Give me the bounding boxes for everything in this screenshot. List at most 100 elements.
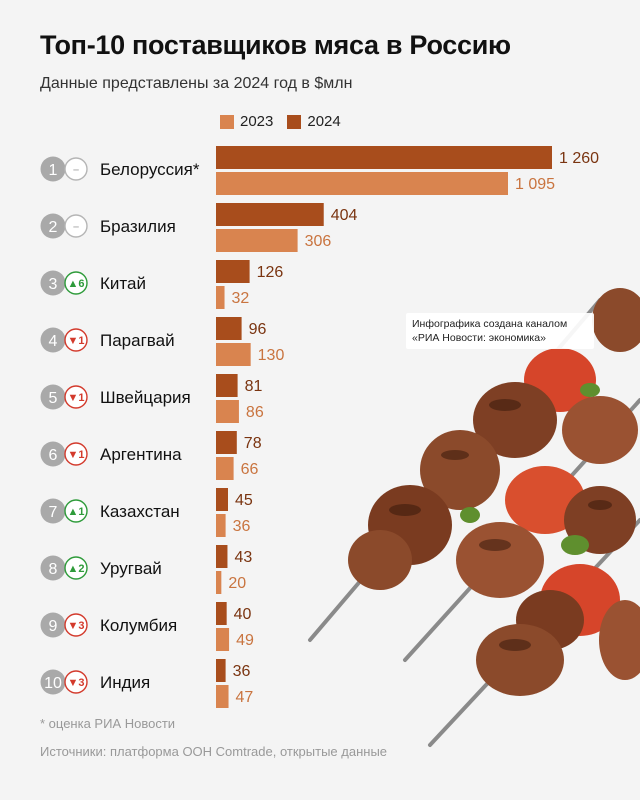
bar-2023 [216,685,229,708]
rank-change-label: – [73,221,79,233]
country-label: Аргентина [100,445,182,464]
value-label-2024: 40 [234,606,252,623]
rank-number: 9 [49,618,58,635]
bar-2024 [216,374,238,397]
country-label: Белоруссия* [100,160,200,179]
page-title: Топ-10 поставщиков мяса в Россию [40,30,511,60]
legend: 2023 2024 [220,113,341,130]
legend-label-2023: 2023 [240,113,274,130]
value-label-2023: 86 [246,404,264,421]
country-label: Уругвай [100,559,162,578]
bar-2023 [216,229,298,252]
legend-item-2024: 2024 [287,113,341,130]
value-label-2024: 36 [233,663,251,680]
bar-2023 [216,400,239,423]
rank-change-label: ▼1 [67,392,84,404]
rank-circle [40,327,66,353]
value-label-2023: 20 [228,575,246,592]
value-label-2023: 1 095 [515,176,555,193]
rank-change-label: ▼3 [67,620,84,632]
country-label: Бразилия [100,217,176,236]
bar-2023 [216,514,226,537]
rank-change-label: ▲6 [67,278,84,290]
bar-2023 [216,172,508,195]
value-label-2024: 81 [245,378,263,395]
value-label-2023: 47 [236,689,254,706]
country-label: Колумбия [100,616,177,635]
rank-circle [40,441,66,467]
value-label-2023: 49 [236,632,254,649]
value-label-2024: 45 [235,492,253,509]
value-label-2024: 96 [249,321,267,338]
page-subtitle: Данные представлены за 2024 год в $млн [40,75,353,92]
bar-2024 [216,260,250,283]
rank-number: 2 [49,219,58,236]
rank-number: 8 [49,561,58,578]
bar-2024 [216,488,228,511]
rank-change-circle [64,157,88,181]
rank-number: 4 [49,333,58,350]
legend-swatch-2023 [220,114,234,129]
value-label-2024: 404 [331,207,358,224]
bar-2024 [216,146,552,169]
rank-change-circle [64,613,88,637]
rank-circle [40,555,66,581]
rank-circle [40,270,66,296]
bar-2024 [216,203,324,226]
country-label: Парагвай [100,331,175,350]
value-label-2023: 32 [232,290,250,307]
rank-change-label: ▲2 [67,563,84,575]
value-label-2024: 43 [234,549,252,566]
footnote: * оценка РИА Новости [40,716,176,731]
value-label-2024: 1 260 [559,150,599,167]
bar-2024 [216,431,237,454]
rank-circle [40,156,66,182]
country-label: Казахстан [100,502,180,521]
rank-change-label: ▲1 [67,506,84,518]
value-label-2023: 130 [258,347,285,364]
channel-note: Инфографика создана каналом «РИА Новости… [406,313,594,349]
rank-change-circle [64,328,88,352]
value-label-2024: 126 [257,264,284,281]
rank-circle [40,612,66,638]
bar-2023 [216,571,222,594]
rank-number: 5 [49,390,58,407]
rank-number: 6 [49,447,58,464]
country-label: Индия [100,673,150,692]
rank-circle [40,498,66,524]
rank-change-circle [64,385,88,409]
value-label-2023: 306 [305,233,332,250]
rank-change-circle [64,499,88,523]
bar-2024 [216,659,226,682]
bar-2023 [216,286,225,309]
bar-2024 [216,545,228,568]
rank-number: 1 [49,162,58,179]
rank-change-circle [64,556,88,580]
bar-2023 [216,343,251,366]
rank-circle [40,213,66,239]
bar-2023 [216,457,234,480]
source-note: Источники: платформа ООН Comtrade, откры… [40,744,388,759]
rank-change-circle [64,271,88,295]
rank-change-circle [64,214,88,238]
rank-circle [40,384,66,410]
rank-change-label: ▼1 [67,449,84,461]
rank-circle [40,669,66,695]
bar-2024 [216,602,227,625]
country-label: Швейцария [100,388,191,407]
rank-change-label: ▼3 [67,677,84,689]
bar-2024 [216,317,242,340]
rank-number: 7 [49,504,58,521]
rank-change-label: ▼1 [67,335,84,347]
value-label-2024: 78 [244,435,262,452]
rank-number: 3 [49,276,58,293]
value-label-2023: 36 [233,518,251,535]
legend-label-2024: 2024 [307,113,341,130]
rank-change-circle [64,442,88,466]
country-label: Китай [100,274,146,293]
legend-swatch-2024 [287,114,302,129]
bar-2023 [216,628,230,651]
legend-item-2023: 2023 [220,113,273,130]
